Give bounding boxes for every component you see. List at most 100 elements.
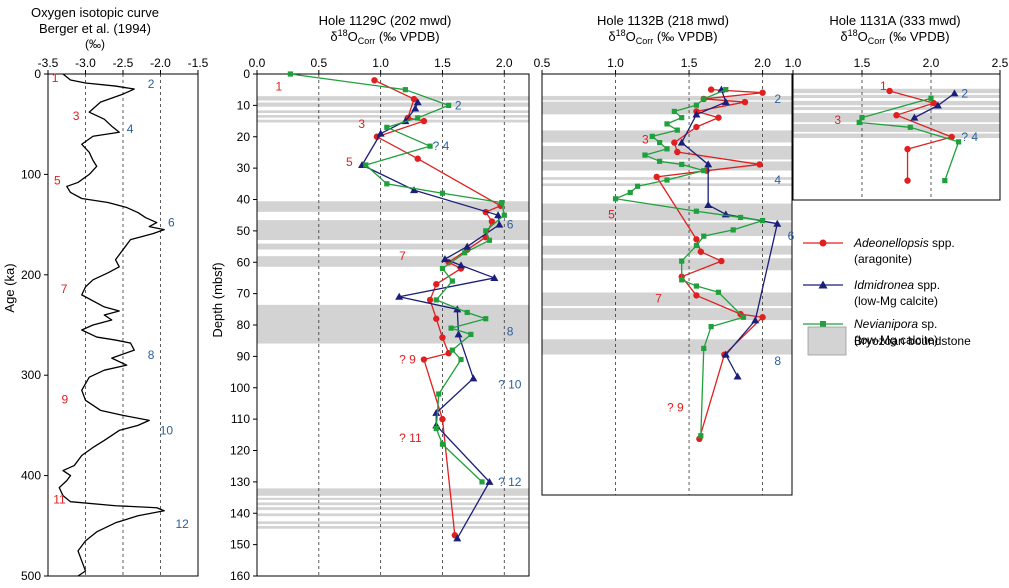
h1129c-point-nevianipora: [468, 331, 474, 338]
h1129c-point-idmidronea: [454, 330, 463, 338]
panel-oxygen-ylabel: Age (ka): [2, 263, 17, 312]
h1129c-boundstone-band: [256, 513, 530, 517]
legend-marker-idmidronea: [818, 280, 828, 289]
h1129c-point-adeonellopsis: [426, 296, 434, 304]
h1129c-series-line-nevianipora: [290, 73, 505, 483]
h1132b-stage-label: ? 9: [667, 401, 684, 415]
h1129c-boundstone-band: [256, 109, 530, 114]
legend-item-boundstone: Bryozoan boundstone: [807, 326, 971, 356]
h1129c-point-idmidronea: [490, 273, 499, 281]
h1129c-boundstone-band: [256, 525, 530, 530]
h1132b-point-idmidronea: [704, 200, 713, 208]
h1132b-point-nevianipora: [723, 86, 729, 93]
h1129c-point-idmidronea: [457, 261, 465, 269]
panel-oxygen-title-1: Oxygen isotopic curve: [31, 5, 159, 20]
panel-oxygen: Oxygen isotopic curve Berger et al. (199…: [2, 5, 209, 583]
h1132b-point-idmidronea: [751, 316, 760, 324]
oxygen-stage-label: 3: [73, 109, 80, 123]
h1132b-point-nevianipora: [649, 133, 655, 139]
h1132b-point-nevianipora: [708, 324, 714, 330]
h1129c-x-tick-label: 0.0: [249, 56, 266, 70]
legend-label-nevianipora: Nevianipora sp.: [854, 317, 937, 331]
h1129c-y-tick-label: 150: [230, 538, 250, 552]
h1131a-point-adeonellopsis: [904, 145, 911, 153]
h1131a-x-tick-label: 1.0: [785, 56, 802, 70]
panel-oxygen-title-3: (‰): [85, 37, 105, 51]
h1132b-point-nevianipora: [671, 108, 677, 115]
h1132b-point-adeonellopsis: [693, 292, 700, 299]
h1132b-point-nevianipora: [664, 177, 670, 183]
h1129c-point-idmidronea: [453, 534, 462, 542]
h1129c-x-tick-label: 1.0: [372, 56, 389, 70]
h1132b-stage-label: 5: [608, 207, 615, 221]
oxygen-stage-label: 5: [54, 173, 61, 187]
h1132b-point-nevianipora: [612, 196, 619, 202]
h1132b-point-nevianipora: [693, 102, 700, 108]
h1131a-stage-label: 2: [961, 86, 968, 100]
h1129c-boundstone-band: [256, 520, 530, 525]
h1132b-point-adeonellopsis: [693, 123, 700, 131]
h1132b-stage-label: 4: [774, 173, 781, 187]
h1131a-series-line-adeonellopsis: [889, 90, 953, 181]
h1129c-y-tick-label: 0: [243, 67, 250, 81]
h1132b-point-adeonellopsis: [756, 161, 763, 168]
oxygen-stage-label: 11: [53, 493, 66, 507]
legend-label-adeonellopsis: Adeonellopsis spp.: [853, 236, 955, 250]
h1129c-point-nevianipora: [448, 325, 454, 331]
panel-1131a-plot: 1.0 1.5 2.0 2.5 1 2 3 ? 4: [785, 56, 1009, 201]
legend-item-adeonellopsis: Adeonellopsis spp. (aragonite): [803, 236, 955, 266]
h1129c-y-tick-label: 110: [231, 412, 250, 426]
h1129c-boundstone-band: [256, 487, 530, 497]
h1132b-point-idmidronea: [733, 372, 742, 380]
h1129c-boundstone-band: [256, 502, 530, 506]
h1129c-stage-label: 8: [507, 324, 514, 338]
h1132b-boundstone-band: [541, 101, 793, 115]
h1132b-point-nevianipora: [737, 214, 744, 221]
h1132b-point-nevianipora: [679, 161, 685, 168]
h1132b-x-tick-label: 2.0: [754, 56, 771, 70]
h1129c-boundstone-band: [256, 119, 530, 123]
h1132b-boundstone-band: [541, 245, 793, 256]
legend-sub-idmidronea: (low-Mg calcite): [854, 294, 938, 308]
h1132b-point-adeonellopsis: [759, 314, 766, 321]
h1131a-frame: [792, 73, 1001, 201]
h1129c-point-nevianipora: [427, 143, 433, 149]
oxygen-stage-label: 8: [148, 348, 155, 362]
h1131a-point-nevianipora: [856, 119, 862, 126]
h1131a-boundstone-band: [792, 100, 1001, 106]
h1129c-y-tick-label: 60: [237, 255, 251, 269]
oxygen-isotope-curve: [58, 73, 165, 577]
h1132b-point-idmidronea: [692, 110, 701, 118]
h1131a-point-idmidronea: [910, 113, 919, 121]
h1132b-point-nevianipora: [657, 140, 663, 146]
h1129c-x-tick-label: 2.0: [496, 56, 513, 70]
h1132b-point-adeonellopsis: [674, 148, 681, 156]
h1129c-point-adeonellopsis: [433, 315, 440, 322]
h1129c-y-tick-label: 30: [237, 161, 251, 175]
h1131a-stage-label: 1: [880, 79, 887, 93]
h1129c-point-nevianipora: [483, 316, 489, 322]
h1129c-stage-label: 2: [455, 98, 462, 112]
h1132b-boundstone-band: [541, 203, 793, 221]
h1132b-point-idmidronea: [773, 219, 782, 227]
h1129c-point-nevianipora: [384, 181, 390, 187]
h1129c-point-nevianipora: [384, 124, 390, 130]
h1129c-boundstone-band: [256, 304, 530, 345]
h1132b-point-idmidronea: [677, 138, 686, 146]
panel-1129c-xlabel: δ18OCorr (‰ VPDB): [330, 28, 439, 46]
h1131a-stage-label: ? 4: [961, 130, 978, 144]
h1129c-point-nevianipora: [458, 356, 464, 363]
h1129c-point-nevianipora: [439, 265, 446, 272]
oxygen-x-tick-label: -2.0: [150, 56, 171, 70]
oxygen-y-tick-label: 500: [21, 569, 41, 583]
h1129c-y-tick-label: 80: [237, 318, 251, 332]
h1132b-point-adeonellopsis: [715, 114, 722, 121]
h1132b-point-idmidronea: [704, 160, 713, 168]
h1131a-point-adeonellopsis: [904, 177, 911, 184]
oxygen-stage-label: 12: [176, 517, 190, 531]
h1129c-point-adeonellopsis: [410, 95, 418, 103]
legend-label-boundstone: Bryozoan boundstone: [854, 334, 971, 348]
h1132b-x-tick-label: 1.5: [681, 56, 698, 70]
h1131a-point-adeonellopsis: [930, 99, 937, 107]
h1132b-point-nevianipora: [627, 189, 633, 196]
